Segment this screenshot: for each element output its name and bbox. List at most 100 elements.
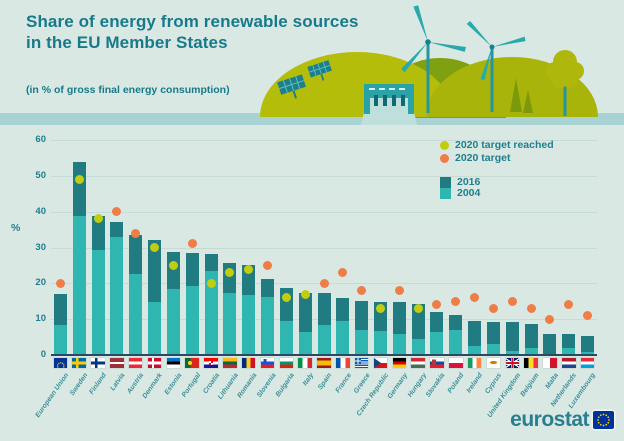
bar-2016 — [430, 312, 444, 333]
dam-icon — [361, 84, 417, 125]
bar-2004 — [581, 351, 595, 355]
target-dot — [357, 286, 367, 295]
bar-2016 — [411, 304, 425, 340]
bar-2016 — [486, 321, 500, 344]
bar-2004 — [148, 301, 162, 355]
bar-2016 — [355, 300, 369, 331]
tree-icon — [546, 50, 584, 116]
target-dot — [394, 286, 404, 295]
bar-2016 — [261, 278, 275, 298]
legend-label: 2004 — [457, 187, 481, 199]
country-label: Malta — [543, 372, 560, 391]
bar-2004 — [204, 270, 218, 355]
y-tick-label: 50 — [35, 169, 46, 181]
flag-italy-icon — [298, 358, 312, 368]
target-dot — [112, 207, 122, 217]
bar-2004 — [298, 332, 312, 355]
flag-romania-icon — [241, 358, 256, 368]
y-tick-label: 20 — [35, 277, 46, 289]
bar-2004 — [261, 297, 275, 355]
legend-label: 2020 target — [455, 151, 511, 164]
country-label: Ireland — [465, 372, 485, 395]
bar-2016 — [148, 239, 162, 302]
gridline — [51, 247, 597, 249]
country-label: Bulgaria — [274, 372, 297, 399]
bar-2016 — [185, 252, 199, 287]
y-tick-label: 0 — [40, 349, 46, 360]
target-dot — [319, 278, 329, 288]
flag-lithuania-icon — [223, 358, 237, 368]
flag-netherlands-icon — [562, 358, 576, 368]
y-axis-label: % — [11, 222, 21, 234]
target-dot — [451, 296, 461, 306]
target-dot — [338, 268, 348, 278]
country-label: European Union — [34, 372, 71, 420]
title-line-1: Share of energy from renewable sources — [26, 12, 359, 31]
flag-germany-icon — [392, 358, 407, 368]
bar-2016 — [524, 323, 538, 349]
eurostat-logo-text: eurostat — [510, 408, 589, 431]
page-title: Share of energy from renewable sources i… — [26, 11, 359, 53]
header: Share of energy from renewable sources i… — [0, 0, 624, 125]
country-label: Croatia — [201, 372, 221, 396]
bar-2004 — [505, 351, 519, 355]
legend-item-target-reached: 2020 target reached — [440, 139, 554, 151]
target-dot — [187, 239, 197, 249]
country-label: Latvia — [109, 372, 127, 393]
legend-label: 2016 — [457, 176, 481, 188]
flag-poland-icon — [449, 358, 463, 368]
target-reached-dot — [300, 289, 310, 299]
bar-2016 — [449, 314, 463, 331]
bar-2004 — [430, 332, 444, 355]
bar-2004 — [373, 330, 387, 355]
target-dot — [263, 260, 273, 270]
y-tick-label: 30 — [35, 241, 46, 253]
flag-luxembourg-icon — [580, 358, 595, 368]
bar-2004 — [562, 347, 576, 355]
target-reached-dot — [225, 268, 235, 278]
x-axis-line — [51, 354, 597, 356]
bar-2016 — [91, 216, 105, 251]
flag-slovakia-icon — [430, 358, 444, 368]
bar-2016 — [110, 221, 124, 238]
target-reached-dot — [93, 214, 103, 224]
flag-belgium-icon — [524, 358, 538, 368]
bar-2016 — [72, 162, 86, 217]
target-dot — [564, 300, 574, 310]
country-label: Sweden — [68, 372, 89, 398]
target-dot — [55, 278, 65, 288]
wind-turbine-icon — [466, 20, 526, 112]
gridline — [51, 175, 597, 177]
legend-item-2004: 2004 — [440, 188, 554, 199]
bar-2004 — [279, 321, 293, 355]
solar-panel-icon — [277, 74, 306, 99]
bar-2004 — [449, 330, 463, 355]
series-2016-swatch-icon — [440, 177, 451, 188]
country-label: Estonia — [163, 372, 184, 397]
bar-2004 — [53, 324, 67, 355]
country-label: Greece — [352, 372, 372, 395]
bar-2004 — [129, 274, 143, 355]
eu-flag-icon — [593, 411, 614, 429]
country-label: Cyprus — [484, 372, 504, 396]
title-line-2: in the EU Member States — [26, 33, 228, 52]
bar-2004 — [166, 289, 180, 355]
flag-austria-icon — [128, 358, 143, 368]
flag-spain-icon — [317, 358, 331, 368]
flag-european-union-icon — [53, 358, 68, 368]
wind-turbine-icon — [401, 5, 466, 113]
eurostat-logo: eurostat — [510, 408, 614, 432]
flag-cyprus-icon — [486, 358, 501, 368]
bar-2004 — [72, 216, 86, 355]
bar-2016 — [129, 234, 143, 274]
bar-2016 — [336, 297, 350, 321]
chart-legend: 2020 target reached 2020 target 2016 200… — [440, 139, 554, 199]
y-tick-label: 10 — [35, 313, 46, 325]
bar-2004 — [524, 348, 538, 355]
pine-tree-icon — [523, 90, 533, 113]
country-label: Spain — [317, 372, 334, 392]
page-subtitle: (in % of gross final energy consumption) — [26, 84, 230, 96]
flag-latvia-icon — [110, 358, 124, 368]
bar-2004 — [392, 334, 406, 355]
